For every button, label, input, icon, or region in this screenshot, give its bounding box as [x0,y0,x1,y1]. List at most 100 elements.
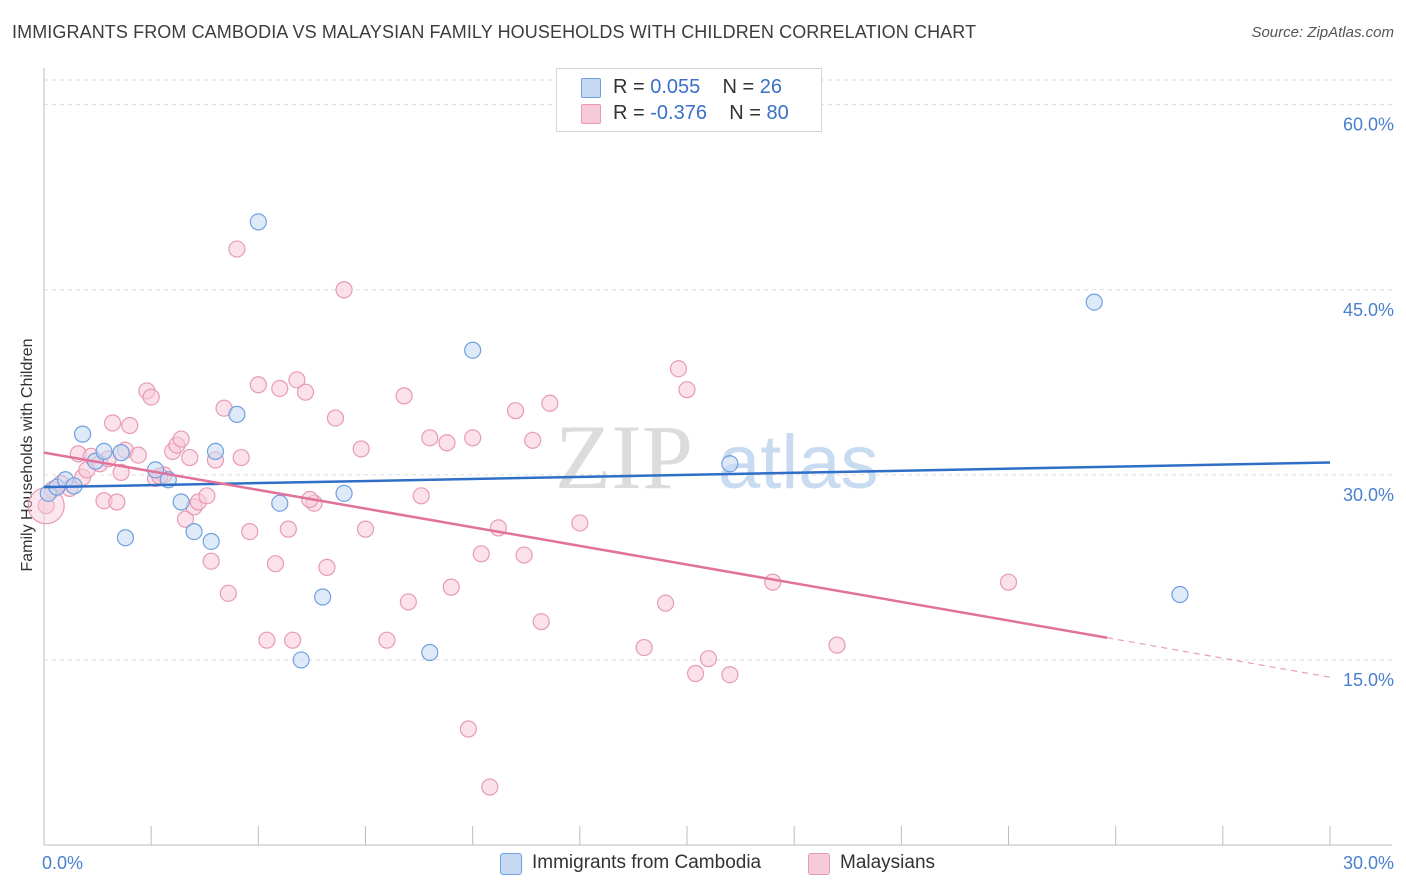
x-tick-label-left: 0.0% [42,853,83,873]
bottom-legend-label-cambodia: Immigrants from Cambodia [532,852,762,873]
y-tick-label-30: 30.0% [1343,485,1394,505]
chart-title: IMMIGRANTS FROM CAMBODIA VS MALAYSIAN FA… [12,22,977,42]
data-point [172,493,190,511]
data-point [181,448,199,467]
trend-lines [43,451,1331,678]
data-point [271,494,289,512]
data-point [73,425,92,443]
data-point [442,578,460,596]
y-tick-label-60: 60.0% [1343,115,1394,135]
data-point [532,613,550,631]
data-point [284,631,302,649]
data-point [318,558,336,576]
data-point [228,405,246,423]
data-point [95,442,113,460]
chart-source: Source: ZipAtlas.com [1251,24,1394,41]
data-point [279,520,297,538]
data-point [129,446,147,464]
data-point [472,545,490,563]
data-point [669,360,688,378]
data-point [464,429,482,447]
data-point [356,520,375,538]
data-point [506,402,525,420]
data-point [326,409,345,427]
watermark-zip: ZIP [555,406,693,508]
stats-legend: R = 0.055 N = 26 R = -0.376 N = 80 [556,68,822,132]
data-point [335,484,353,502]
data-point [1085,293,1103,311]
data-point [395,387,413,405]
data-point [438,434,456,452]
legend-swatch-cambodia [581,78,601,98]
data-point [271,379,289,398]
watermark-atlas: atlas [718,420,879,505]
data-point [241,522,259,541]
x-tick-label-right: 30.0% [1343,853,1394,873]
bottom-legend-label-malaysians: Malaysians [840,852,936,873]
data-point [412,487,430,505]
data-point [206,442,225,460]
data-point [142,388,160,406]
data-point [999,573,1018,591]
data-point [515,546,533,564]
data-point [686,664,705,683]
data-point [335,281,353,299]
data-point [172,430,190,448]
trend-line-malaysians-extension [1106,637,1331,678]
data-point [288,371,306,389]
trend-line-cambodia [43,461,1331,489]
data-point [116,529,135,547]
legend-text-malaysians: R = -0.376 N = 80 [613,102,789,124]
data-point [232,448,250,467]
data-point [112,444,130,462]
data-point [185,522,203,541]
data-point [721,455,739,473]
trend-line-malaysians [43,451,1108,639]
data-point [112,463,130,481]
data-point [103,414,122,432]
data-point [228,240,246,258]
data-point [571,514,589,532]
data-point [314,588,332,606]
data-point [721,666,739,684]
data-point [764,573,782,591]
y-tick-labels: 60.0% 45.0% 30.0% 15.0% [1343,115,1394,690]
data-point [699,650,718,668]
data-point [399,593,417,611]
data-point [296,383,315,401]
data-point [378,631,396,649]
data-point [198,487,216,505]
data-point [202,552,220,570]
data-point [481,778,499,796]
data-point [108,493,126,511]
data-point [258,631,276,649]
data-point [678,381,696,399]
y-tick-label-45: 45.0% [1343,300,1394,320]
series-malaysians-points [27,240,1018,796]
data-point [249,376,267,394]
data-point [524,431,542,449]
data-point [176,510,195,528]
bottom-legend-swatch-malaysians [808,853,830,875]
data-point [828,636,846,654]
data-point [202,532,220,551]
data-point [635,638,653,657]
data-point [459,720,477,738]
data-point [266,555,285,573]
legend-text-cambodia: R = 0.055 N = 26 [613,76,783,98]
data-point [249,213,267,231]
data-point [464,341,482,359]
data-point [541,394,559,412]
data-point [421,643,439,662]
y-tick-label-15: 15.0% [1343,670,1394,690]
data-point [421,429,439,447]
data-point [352,440,370,458]
legend-swatch-malaysians [581,104,601,124]
data-point [292,651,310,669]
bottom-legend-swatch-cambodia [500,853,522,875]
data-point [656,594,675,612]
data-point [121,416,139,435]
data-point [219,584,237,602]
grid-lines [44,79,1392,661]
